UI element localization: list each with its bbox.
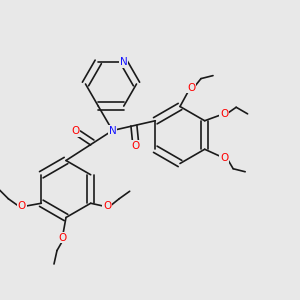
Text: O: O (71, 126, 79, 136)
Text: O: O (187, 82, 196, 93)
Text: N: N (109, 125, 116, 136)
Text: O: O (18, 201, 26, 211)
Text: O: O (103, 201, 111, 211)
Text: N: N (120, 57, 127, 67)
Text: O: O (58, 232, 67, 243)
Text: O: O (220, 153, 228, 163)
Text: O: O (131, 141, 140, 151)
Text: O: O (220, 109, 228, 118)
